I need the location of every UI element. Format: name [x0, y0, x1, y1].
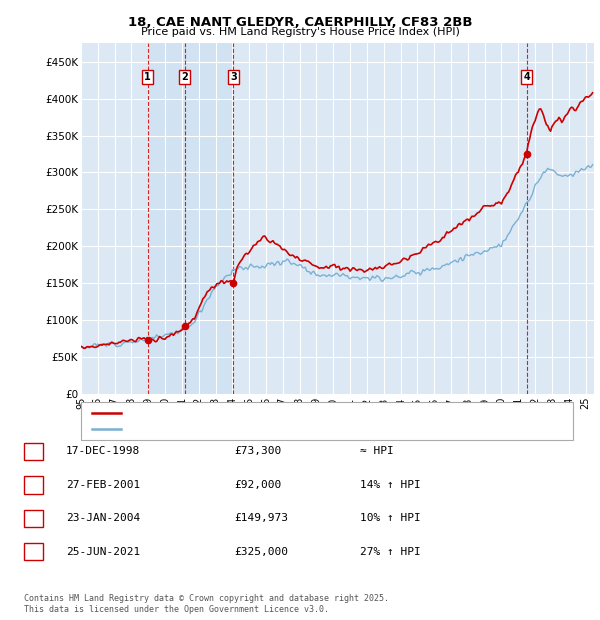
Text: 27-FEB-2001: 27-FEB-2001 [66, 480, 140, 490]
Text: 10% ↑ HPI: 10% ↑ HPI [360, 513, 421, 523]
Text: £73,300: £73,300 [234, 446, 281, 456]
Text: HPI: Average price, detached house, Caerphilly: HPI: Average price, detached house, Caer… [128, 425, 374, 435]
Text: 1: 1 [144, 72, 151, 82]
Text: Price paid vs. HM Land Registry's House Price Index (HPI): Price paid vs. HM Land Registry's House … [140, 27, 460, 37]
Text: 23-JAN-2004: 23-JAN-2004 [66, 513, 140, 523]
Text: £92,000: £92,000 [234, 480, 281, 490]
Text: 18, CAE NANT GLEDYR, CAERPHILLY, CF83 2BB (detached house): 18, CAE NANT GLEDYR, CAERPHILLY, CF83 2B… [128, 407, 466, 417]
Text: £149,973: £149,973 [234, 513, 288, 523]
Text: 3: 3 [30, 513, 37, 523]
Text: Contains HM Land Registry data © Crown copyright and database right 2025.: Contains HM Land Registry data © Crown c… [24, 593, 389, 603]
Text: £325,000: £325,000 [234, 547, 288, 557]
Text: 4: 4 [523, 72, 530, 82]
Text: 3: 3 [230, 72, 237, 82]
Text: This data is licensed under the Open Government Licence v3.0.: This data is licensed under the Open Gov… [24, 604, 329, 614]
Text: 1: 1 [30, 446, 37, 456]
Text: 25-JUN-2021: 25-JUN-2021 [66, 547, 140, 557]
Text: 2: 2 [30, 480, 37, 490]
Text: 4: 4 [29, 547, 38, 557]
Text: ≈ HPI: ≈ HPI [360, 446, 394, 456]
Bar [148, 43, 233, 394]
Text: 18, CAE NANT GLEDYR, CAERPHILLY, CF83 2BB: 18, CAE NANT GLEDYR, CAERPHILLY, CF83 2B… [128, 16, 472, 29]
Text: 17-DEC-1998: 17-DEC-1998 [66, 446, 140, 456]
Text: 27% ↑ HPI: 27% ↑ HPI [360, 547, 421, 557]
Text: 14% ↑ HPI: 14% ↑ HPI [360, 480, 421, 490]
Text: 2: 2 [181, 72, 188, 82]
